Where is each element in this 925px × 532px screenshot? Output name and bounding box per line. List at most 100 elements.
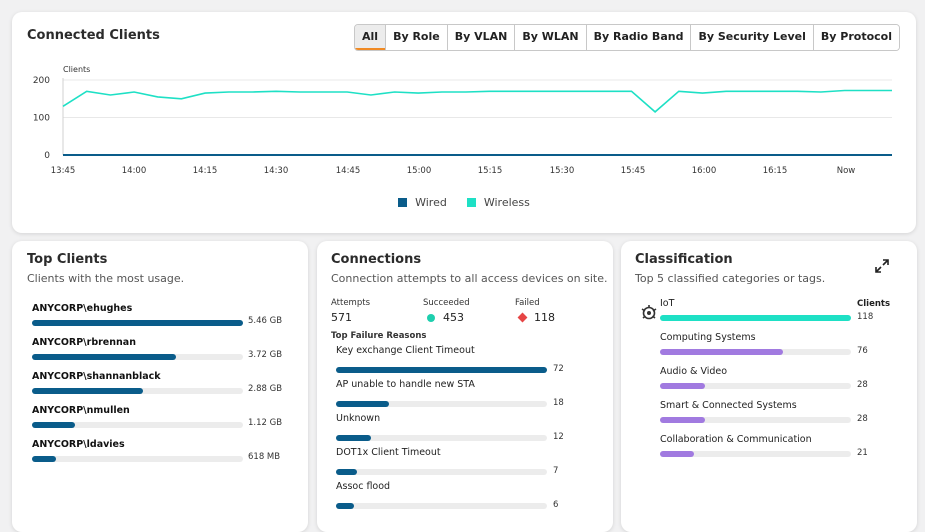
top-client-row[interactable]: ANYCORP\ldavies 618 MB [32,439,302,462]
tab-by-protocol[interactable]: By Protocol [812,25,899,50]
failure-reason-row[interactable]: DOT1x Client Timeout 7 [336,447,576,476]
classification-count: 28 [857,380,868,390]
failure-reason-row[interactable]: Assoc flood 6 [336,481,576,510]
classification-label: IoT [660,298,675,309]
classification-row[interactable]: Audio & Video 28 [660,366,910,390]
x-tick-label: 16:00 [692,166,717,176]
clients-column-header: Clients [857,299,891,309]
succeeded-dot-icon [427,313,435,322]
classification-count: 21 [857,448,868,458]
tab-by-radio-band[interactable]: By Radio Band [585,25,691,50]
failure-reason-row[interactable]: Unknown 12 [336,413,576,442]
x-tick-label: 14:15 [193,166,218,176]
failure-bar-track [336,401,547,407]
failure-reason-row[interactable]: Key exchange Client Timeout 72 [336,345,576,374]
x-tick-label: 15:15 [478,166,503,176]
usage-bar-track [32,320,243,326]
failed-label: Failed [515,298,540,308]
usage-bar-fill [32,320,243,326]
top-client-row[interactable]: ANYCORP\nmullen 1.12 GB [32,405,302,428]
failure-reason-label: AP unable to handle new STA [336,379,475,390]
tab-by-security-level[interactable]: By Security Level [690,25,813,50]
tab-by-role[interactable]: By Role [385,25,447,50]
classification-row[interactable]: Collaboration & Communication 21 [660,434,910,458]
succeeded-value: 453 [427,311,464,324]
classification-label: Smart & Connected Systems [660,400,797,411]
x-tick-label: 15:30 [550,166,575,176]
wired-swatch [398,198,408,207]
y-axis-label: Clients [63,65,90,74]
classification-bar-fill [660,315,851,321]
usage-bar-track [32,456,243,462]
usage-bar-track [32,388,243,394]
legend-item-wireless[interactable]: Wireless [466,196,530,209]
tab-by-wlan[interactable]: By WLAN [514,25,586,50]
connected-clients-card: Connected Clients All By Role By VLAN By… [12,12,916,233]
tab-by-vlan[interactable]: By VLAN [446,25,515,50]
chart-legend: Wired Wireless [12,196,916,209]
failed-number: 118 [534,311,555,324]
legend-label-wired: Wired [415,196,447,209]
classification-row[interactable]: Computing Systems 76 [660,332,910,356]
classification-subtitle: Top 5 classified categories or tags. [635,272,826,285]
y-tick-label: 100 [33,114,50,124]
classification-bar-track [660,417,851,423]
failure-reason-label: Assoc flood [336,481,391,492]
x-tick-label: 16:15 [763,166,788,176]
classification-label: Audio & Video [660,366,728,377]
usage-value: 618 MB [248,452,281,462]
failure-bar-fill [336,469,357,475]
x-tick-label: Now [837,166,856,176]
legend-item-wired[interactable]: Wired [398,196,447,209]
client-name: ANYCORP\ehughes [32,303,133,314]
classification-label: Collaboration & Communication [660,434,812,445]
usage-value: 5.46 GB [248,316,283,326]
failure-reason-label: Key exchange Client Timeout [336,345,475,356]
failure-bar-fill [336,503,354,509]
classification-row[interactable]: IoT 118 [660,298,910,322]
succeeded-label: Succeeded [423,298,470,308]
attempts-number: 571 [331,311,352,324]
failure-reason-label: Unknown [336,413,381,424]
usage-bar-fill [32,388,144,394]
classification-bar-fill [660,349,784,355]
usage-value: 1.12 GB [248,418,283,428]
series-line-wireless [62,89,892,113]
client-name: ANYCORP\rbrennan [32,337,136,348]
failure-count: 18 [553,398,564,408]
client-name: ANYCORP\shannanblack [32,371,161,382]
client-name: ANYCORP\nmullen [32,405,130,416]
top-client-row[interactable]: ANYCORP\shannanblack 2.88 GB [32,371,302,394]
classification-count: 76 [857,346,868,356]
expand-icon[interactable] [875,259,889,273]
x-tick-label: 15:00 [407,166,432,176]
top-client-row[interactable]: ANYCORP\ehughes 5.46 GB [32,303,302,326]
top-clients-card: Top Clients Clients with the most usage.… [12,241,308,532]
classification-row[interactable]: Smart & Connected Systems 28 [660,400,910,424]
y-tick-label: 0 [44,151,50,161]
tab-all[interactable]: All [355,25,386,50]
failure-bar-fill [336,401,389,407]
succeeded-number: 453 [443,311,464,324]
x-tick-label: 15:45 [621,166,646,176]
failed-value: 118 [517,311,555,324]
failure-reason-row[interactable]: AP unable to handle new STA 18 [336,379,576,408]
classification-title: Classification [635,252,733,267]
failure-bar-track [336,469,547,475]
failure-bar-track [336,435,547,441]
usage-bar-fill [32,354,176,360]
top-client-row[interactable]: ANYCORP\rbrennan 3.72 GB [32,337,302,360]
classification-bar-track [660,383,851,389]
usage-value: 3.72 GB [248,350,283,360]
usage-value: 2.88 GB [248,384,283,394]
usage-bar-track [32,422,243,428]
failure-count: 6 [553,500,559,510]
failure-bar-track [336,367,547,373]
connected-clients-title: Connected Clients [27,28,160,43]
x-tick-label: 13:45 [51,166,76,176]
usage-bar-fill [32,422,76,428]
usage-bar-track [32,354,243,360]
y-tick-label: 200 [33,76,50,86]
top-clients-subtitle: Clients with the most usage. [27,272,185,285]
x-tick-label: 14:00 [122,166,147,176]
